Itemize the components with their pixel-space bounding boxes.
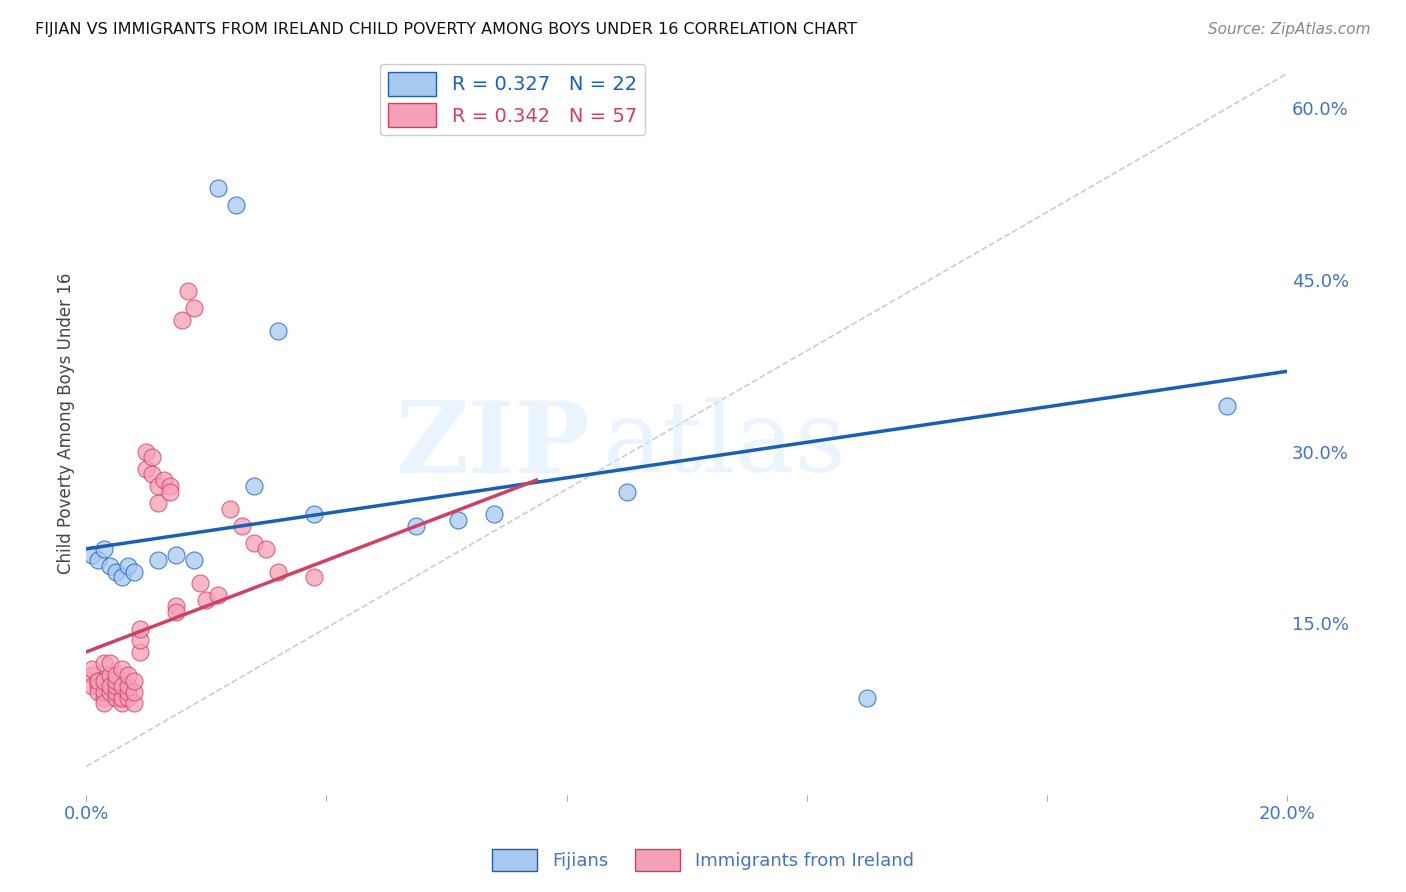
Point [183,553,205,567]
Point [93,541,115,556]
Point [82,548,104,562]
Point [105,565,128,579]
Point [207,181,229,195]
Point [82,679,104,693]
Point [304,508,326,522]
Point [1216,399,1239,413]
Point [129,645,152,659]
Point [87,679,110,693]
Point [141,450,163,465]
Point [124,685,146,699]
Point [105,679,128,693]
Point [267,324,290,338]
Point [105,690,128,705]
Point [87,673,110,688]
Point [172,313,194,327]
Point [195,593,218,607]
Point [117,668,139,682]
Text: Source: ZipAtlas.com: Source: ZipAtlas.com [1208,22,1371,37]
Point [93,673,115,688]
Point [111,570,134,584]
Point [87,685,110,699]
Point [243,479,266,493]
Point [219,501,242,516]
Text: ZIP: ZIP [395,397,591,493]
Point [93,697,115,711]
Point [231,519,253,533]
Point [105,673,128,688]
Point [135,461,157,475]
Point [111,679,134,693]
Point [87,673,110,688]
Point [93,685,115,699]
Point [117,690,139,705]
Point [405,519,427,533]
Point [124,697,146,711]
Point [177,284,200,298]
Point [616,484,638,499]
Point [165,599,187,613]
Point [148,553,170,567]
Point [225,198,247,212]
Point [165,605,187,619]
Point [148,479,170,493]
Point [117,685,139,699]
Point [82,668,104,682]
Point [117,679,139,693]
Point [243,536,266,550]
Legend: R = 0.327   N = 22, R = 0.342   N = 57: R = 0.327 N = 22, R = 0.342 N = 57 [380,64,645,135]
Point [105,685,128,699]
Point [82,662,104,676]
Point [188,576,211,591]
Point [87,553,110,567]
Point [124,673,146,688]
Point [93,657,115,671]
Point [207,588,229,602]
Point [165,548,187,562]
Point [141,467,163,482]
Point [124,565,146,579]
Y-axis label: Child Poverty Among Boys Under 16: Child Poverty Among Boys Under 16 [58,272,75,574]
Point [111,690,134,705]
Point [93,690,115,705]
Legend: Fijians, Immigrants from Ireland: Fijians, Immigrants from Ireland [485,842,921,879]
Point [105,668,128,682]
Point [111,662,134,676]
Text: atlas: atlas [603,397,845,493]
Point [129,622,152,636]
Point [484,508,506,522]
Point [98,559,121,574]
Point [98,679,121,693]
Point [159,479,181,493]
Point [855,690,877,705]
Point [159,484,181,499]
Point [183,301,205,316]
Point [148,496,170,510]
Point [304,570,326,584]
Point [447,513,470,527]
Point [267,565,290,579]
Point [254,541,277,556]
Point [129,633,152,648]
Point [98,657,121,671]
Point [135,444,157,458]
Point [153,473,176,487]
Point [98,668,121,682]
Point [117,559,139,574]
Text: FIJIAN VS IMMIGRANTS FROM IRELAND CHILD POVERTY AMONG BOYS UNDER 16 CORRELATION : FIJIAN VS IMMIGRANTS FROM IRELAND CHILD … [35,22,858,37]
Point [98,685,121,699]
Point [111,697,134,711]
